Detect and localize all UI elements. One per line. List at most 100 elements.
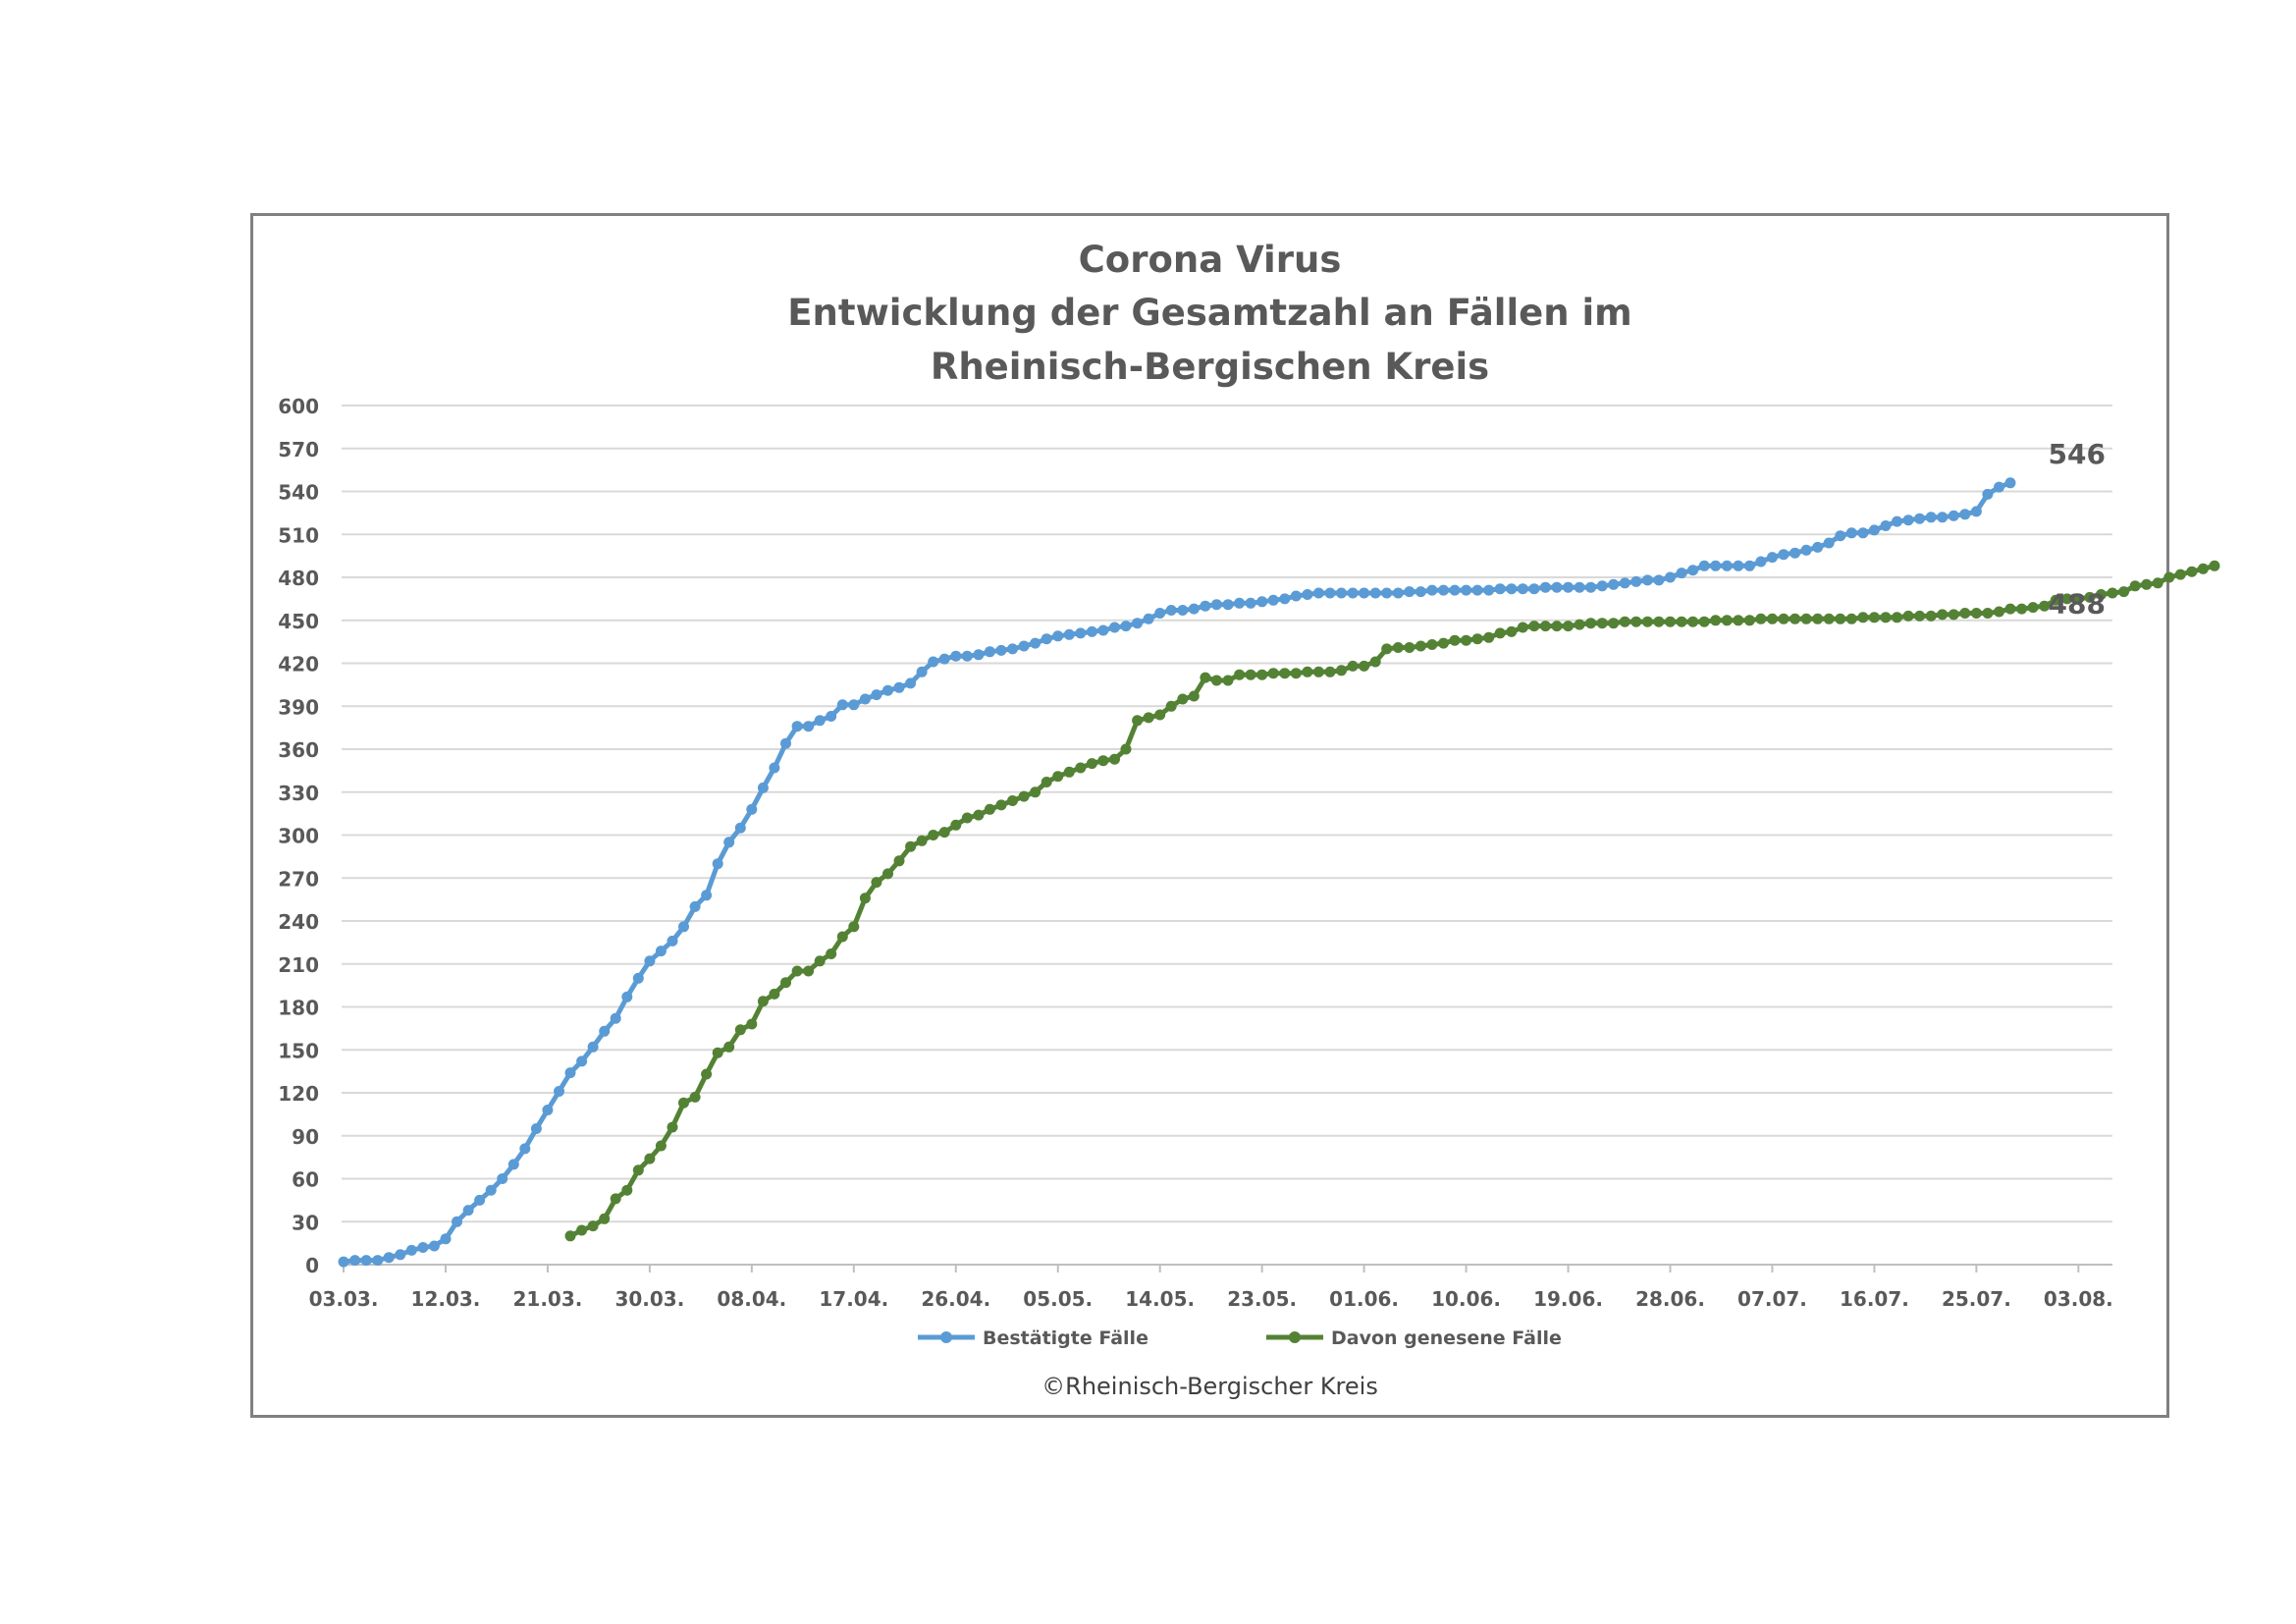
- data-point: [973, 809, 985, 821]
- data-point: [1347, 660, 1359, 672]
- data-point: [1721, 560, 1733, 571]
- data-point: [1970, 506, 1982, 517]
- data-point: [1449, 584, 1461, 596]
- data-point: [1982, 608, 1994, 619]
- x-tick-label: 07.07.: [1737, 1287, 1807, 1311]
- data-point: [1438, 637, 1449, 649]
- data-point: [667, 1121, 678, 1133]
- x-tick-label: 30.03.: [614, 1287, 684, 1311]
- data-point: [1687, 565, 1699, 576]
- data-point: [587, 1041, 599, 1053]
- data-point: [928, 656, 939, 668]
- data-point: [1188, 690, 1200, 702]
- data-point: [632, 972, 644, 984]
- data-point: [746, 803, 758, 815]
- data-point: [1812, 541, 1824, 553]
- data-point: [905, 677, 917, 689]
- data-point: [1369, 656, 1381, 668]
- data-point: [1948, 609, 1959, 621]
- data-point: [1948, 510, 1959, 521]
- y-tick-label: 30: [292, 1211, 319, 1234]
- data-point: [1823, 613, 1835, 624]
- data-point: [1494, 627, 1506, 639]
- data-point: [1596, 618, 1608, 629]
- legend-label: Davon genesene Fälle: [1331, 1327, 1562, 1349]
- data-point: [417, 1242, 429, 1253]
- chart-title-line-2: Entwicklung der Gesamtzahl an Fällen im: [787, 292, 1632, 334]
- data-point: [1210, 675, 1222, 686]
- data-point: [1959, 608, 1971, 619]
- y-tick-label: 360: [278, 738, 319, 762]
- data-point: [1925, 610, 1937, 622]
- data-point: [1075, 627, 1087, 639]
- data-point: [1369, 587, 1381, 599]
- data-point: [2039, 600, 2051, 612]
- data-point: [678, 1097, 689, 1109]
- y-tick-label: 90: [292, 1125, 319, 1149]
- data-point: [1551, 621, 1563, 632]
- data-point: [1914, 610, 1926, 622]
- data-point: [383, 1252, 395, 1264]
- data-point: [689, 1091, 701, 1103]
- data-point: [576, 1056, 588, 1067]
- copyright-note: ©Rheinisch-Bergischer Kreis: [1041, 1373, 1378, 1400]
- legend-label: Bestätigte Fälle: [983, 1327, 1148, 1349]
- data-point: [803, 721, 815, 732]
- data-point: [961, 812, 973, 824]
- data-point: [1517, 583, 1528, 595]
- data-point: [1381, 643, 1393, 655]
- data-point: [1132, 715, 1144, 727]
- data-point: [1574, 581, 1585, 593]
- data-point: [871, 877, 882, 889]
- data-point: [1324, 666, 1336, 677]
- data-point: [905, 840, 917, 852]
- data-point: [1165, 605, 1177, 616]
- data-point: [1359, 587, 1370, 599]
- x-tick-label: 19.06.: [1533, 1287, 1603, 1311]
- data-point: [1857, 612, 1869, 623]
- data-point: [1312, 587, 1324, 599]
- data-point: [1755, 556, 1767, 568]
- data-point: [2197, 563, 2209, 574]
- data-point: [1982, 488, 1994, 500]
- data-point: [655, 946, 667, 957]
- data-point: [723, 837, 735, 848]
- data-point: [1302, 589, 1313, 600]
- data-point: [1449, 634, 1461, 646]
- x-tick-label: 21.03.: [512, 1287, 582, 1311]
- data-point: [1528, 583, 1540, 595]
- data-point: [2084, 591, 2096, 603]
- data-point: [984, 803, 995, 815]
- data-point: [803, 965, 815, 977]
- data-point: [1812, 613, 1824, 624]
- data-point: [1506, 625, 1518, 637]
- data-point: [655, 1140, 667, 1152]
- data-point: [973, 649, 985, 661]
- data-point: [1007, 795, 1018, 806]
- data-point: [1857, 527, 1869, 539]
- data-point: [916, 666, 928, 677]
- data-point: [1279, 668, 1291, 679]
- data-point: [1676, 568, 1687, 579]
- data-point: [1086, 625, 1097, 637]
- data-point: [1880, 612, 1892, 623]
- data-point: [1359, 660, 1370, 672]
- data-point: [1789, 547, 1801, 559]
- data-point: [632, 1164, 644, 1176]
- data-point: [1256, 669, 1268, 680]
- data-point: [1902, 514, 1914, 526]
- data-point: [1619, 616, 1630, 627]
- data-point: [701, 890, 713, 901]
- data-point: [1868, 612, 1880, 623]
- x-tick-label: 03.08.: [2044, 1287, 2113, 1311]
- data-point: [1461, 584, 1472, 596]
- data-point: [836, 699, 848, 711]
- data-point: [2141, 578, 2153, 590]
- x-tick-label: 10.06.: [1431, 1287, 1501, 1311]
- data-point: [916, 835, 928, 846]
- data-point: [2004, 477, 2016, 489]
- data-point: [1619, 577, 1630, 589]
- data-point: [452, 1216, 462, 1227]
- data-point: [769, 762, 780, 774]
